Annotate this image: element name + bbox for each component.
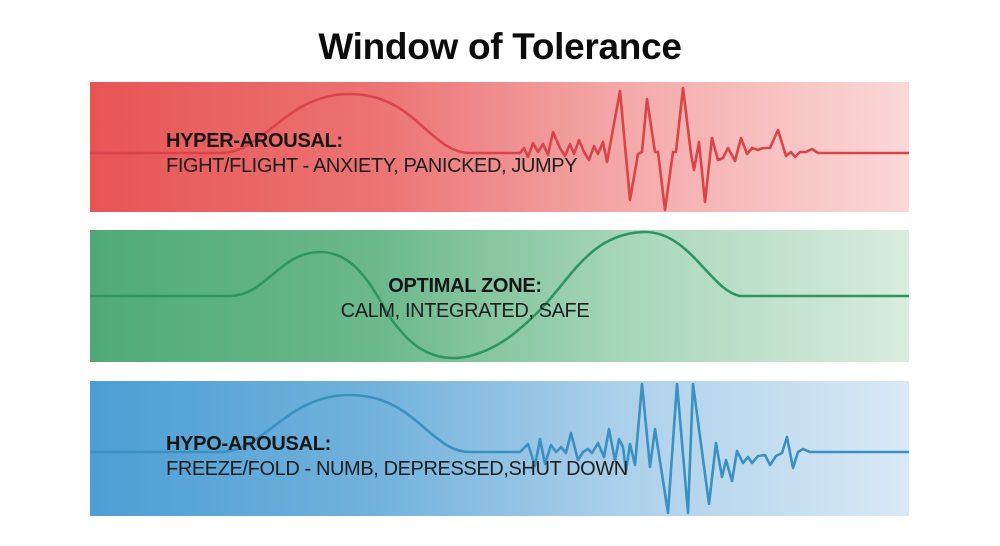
hypo-arousal-heading: HYPO-AROUSAL:	[166, 433, 331, 455]
optimal-zone-description: CALM, INTEGRATED, SAFE	[340, 300, 590, 322]
hypo-arousal-wave-icon	[90, 382, 909, 515]
hypo-arousal-description: FREEZE/FOLD - NUMB, DEPRESSED,SHUT DOWN	[166, 458, 628, 480]
optimal-zone-band: OPTIMAL ZONE: CALM, INTEGRATED, SAFE	[90, 230, 909, 362]
hyper-arousal-description: FIGHT/FLIGHT - ANXIETY, PANICKED, JUMPY	[166, 155, 578, 177]
hyper-arousal-band: HYPER-AROUSAL: FIGHT/FLIGHT - ANXIETY, P…	[90, 82, 909, 212]
hypo-arousal-label: HYPO-AROUSAL: FREEZE/FOLD - NUMB, DEPRES…	[166, 432, 628, 482]
optimal-zone-heading: OPTIMAL ZONE:	[388, 275, 542, 297]
page-title: Window of Tolerance	[318, 26, 682, 67]
hyper-arousal-heading: HYPER-AROUSAL:	[166, 130, 343, 152]
hypo-arousal-band: HYPO-AROUSAL: FREEZE/FOLD - NUMB, DEPRES…	[90, 381, 909, 516]
hyper-arousal-wave-icon	[90, 86, 909, 212]
hyper-arousal-label: HYPER-AROUSAL: FIGHT/FLIGHT - ANXIETY, P…	[166, 129, 578, 179]
optimal-zone-label: OPTIMAL ZONE: CALM, INTEGRATED, SAFE	[340, 274, 590, 324]
optimal-zone-wave-icon	[90, 230, 909, 360]
